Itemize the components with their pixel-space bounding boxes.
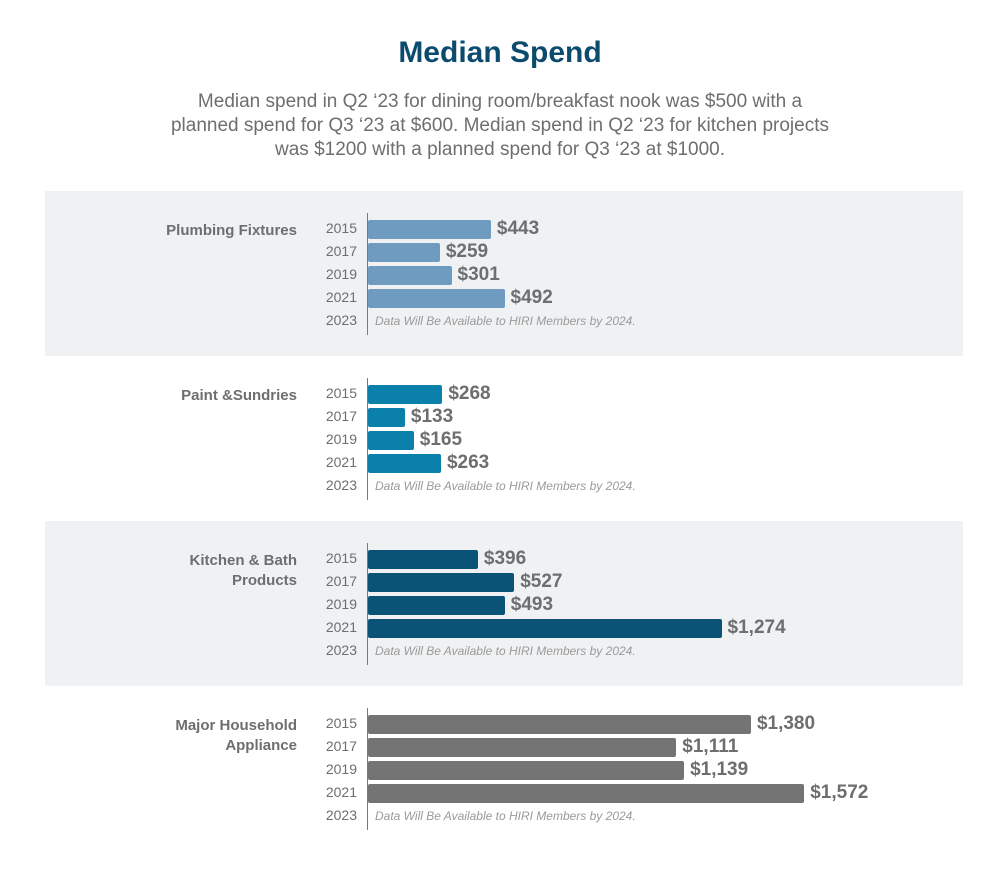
year-label: 2021 xyxy=(325,454,357,470)
year-label: 2015 xyxy=(325,220,357,236)
bar xyxy=(368,453,441,473)
value-label: $259 xyxy=(445,241,489,262)
category-label: Paint &Sundries xyxy=(181,387,297,404)
value-label: $133 xyxy=(410,406,454,427)
year-label: 2019 xyxy=(325,596,357,612)
value-label: $1,572 xyxy=(810,782,869,803)
bar xyxy=(368,618,722,638)
group-panel: Paint &Sundries 2015 $268 2017 $133 2019 $165 2… xyxy=(45,356,963,521)
year-label: 2015 xyxy=(325,385,357,401)
year-label: 2015 xyxy=(325,550,357,566)
year-label: 2019 xyxy=(325,266,357,282)
bar xyxy=(368,572,515,592)
year-label: 2017 xyxy=(325,738,357,754)
bar xyxy=(368,288,505,308)
value-label: $1,380 xyxy=(756,713,816,734)
value-label: $1,274 xyxy=(727,617,786,638)
year-label: 2023 xyxy=(325,312,357,328)
value-label: $493 xyxy=(510,594,554,615)
year-label: 2017 xyxy=(325,243,357,259)
bar xyxy=(368,783,805,803)
year-label: 2023 xyxy=(325,807,357,823)
year-label: 2019 xyxy=(325,431,357,447)
group-panel: Major Household Appliance 2015 $1,380 2017 $… xyxy=(45,686,963,851)
group-panel: Plumbing Fixtures 2015 $443 2017 $259 2019 $30… xyxy=(45,191,963,356)
year-label: 2019 xyxy=(325,761,357,777)
value-label: $443 xyxy=(496,218,540,239)
category-label: Plumbing Fixtures xyxy=(166,222,297,239)
value-label: $1,111 xyxy=(682,736,739,757)
bar xyxy=(368,549,478,569)
bar xyxy=(368,430,414,450)
year-label: 2023 xyxy=(325,642,357,658)
year-label: 2021 xyxy=(325,784,357,800)
bar xyxy=(368,242,440,262)
axis-line xyxy=(367,543,368,665)
bar xyxy=(368,760,685,780)
value-label: $527 xyxy=(520,571,563,592)
category-label: Major Household Appliance xyxy=(175,717,297,754)
bar xyxy=(368,407,405,427)
availability-note: Data Will Be Available to HIRI Members b… xyxy=(375,809,636,823)
year-label: 2017 xyxy=(325,408,357,424)
year-label: 2015 xyxy=(325,715,357,731)
axis-line xyxy=(367,213,368,335)
bar xyxy=(368,384,443,404)
value-label: $301 xyxy=(457,264,500,285)
value-label: $396 xyxy=(483,548,527,569)
axis-line xyxy=(367,378,368,500)
year-label: 2021 xyxy=(325,289,357,305)
bar xyxy=(368,265,452,285)
availability-note: Data Will Be Available to HIRI Members b… xyxy=(375,644,636,658)
value-label: $1,139 xyxy=(690,759,749,780)
bar xyxy=(368,737,677,757)
category-label: Kitchen & Bath Products xyxy=(189,552,297,589)
group-panel: Kitchen & Bath Products 2015 $396 2017 $527 2… xyxy=(45,521,963,686)
bar xyxy=(368,714,751,734)
axis-line xyxy=(367,708,368,830)
value-label: $165 xyxy=(419,429,463,450)
year-label: 2021 xyxy=(325,619,357,635)
availability-note: Data Will Be Available to HIRI Members b… xyxy=(375,479,636,493)
value-label: $492 xyxy=(510,287,553,308)
bar xyxy=(368,219,491,239)
year-label: 2017 xyxy=(325,573,357,589)
bar xyxy=(368,595,505,615)
value-label: $268 xyxy=(448,383,491,404)
chart-subtitle: Median spend in Q2 ‘23 for dining room/b… xyxy=(170,91,830,160)
chart-title: Median Spend xyxy=(398,36,602,69)
availability-note: Data Will Be Available to HIRI Members b… xyxy=(375,314,636,328)
value-label: $263 xyxy=(446,452,490,473)
year-label: 2023 xyxy=(325,477,357,493)
